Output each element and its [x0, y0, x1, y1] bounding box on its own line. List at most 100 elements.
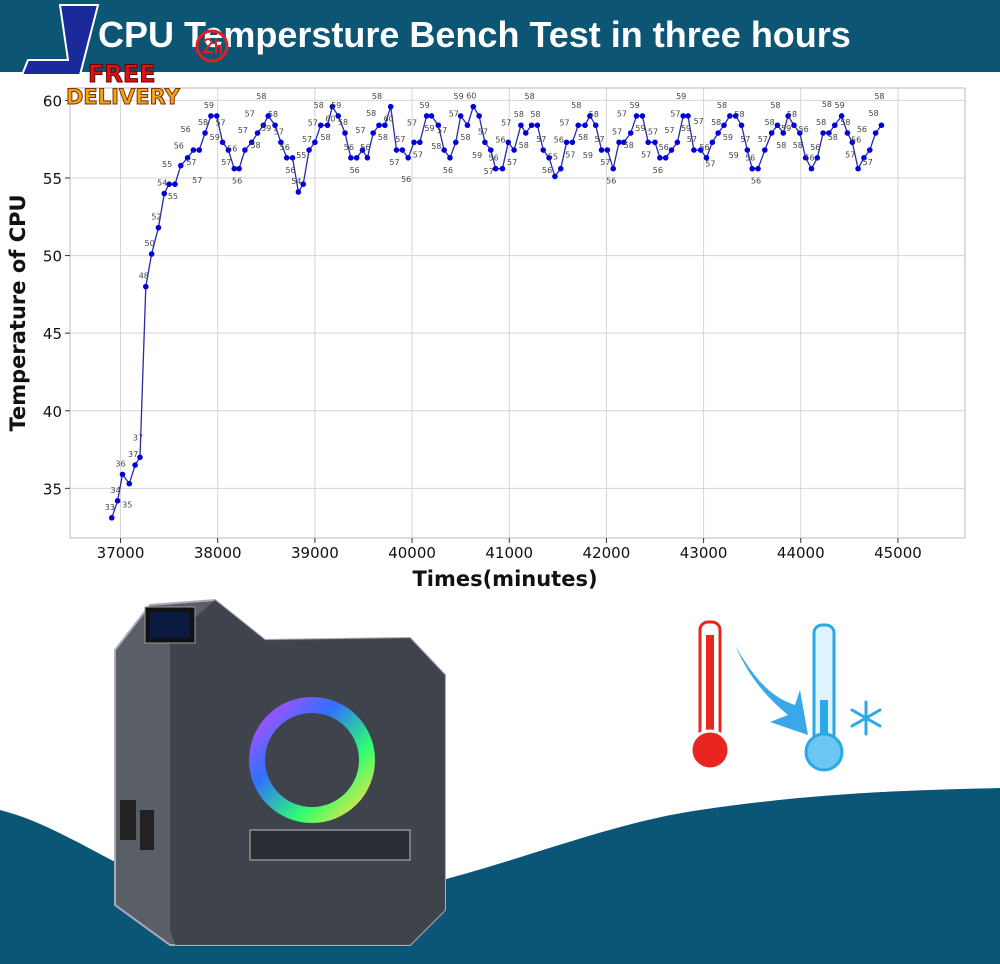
data-point [627, 130, 634, 136]
data-label: 57 [449, 109, 459, 118]
data-point [376, 122, 382, 129]
data-point [114, 497, 121, 504]
data-label: 57 [600, 158, 610, 167]
data-label: 58 [765, 118, 775, 127]
data-label: 56 [745, 154, 755, 163]
data-point [785, 113, 791, 119]
data-label: 56 [542, 166, 552, 175]
data-label: 54 [157, 179, 167, 188]
data-label: 57 [594, 135, 604, 144]
data-label: 57 [302, 135, 312, 144]
snowflake-icon [850, 700, 882, 736]
y-tick-label: 45 [43, 325, 62, 343]
data-point [598, 147, 605, 153]
data-point [260, 122, 267, 129]
data-label: 56 [227, 145, 237, 154]
data-point [814, 155, 821, 161]
data-point [802, 155, 809, 161]
data-point [662, 155, 669, 161]
data-point [470, 103, 477, 110]
data-point [177, 162, 184, 169]
data-point [399, 147, 406, 153]
data-label: 58 [524, 92, 534, 101]
data-label: 59 [261, 124, 271, 133]
data-label: 57 [389, 158, 399, 167]
data-label: 57 [413, 150, 423, 159]
data-label: 59 [723, 133, 733, 142]
data-point [155, 224, 162, 231]
data-label: 56 [857, 125, 867, 134]
data-point [703, 155, 710, 161]
x-tick-label: 39000 [291, 544, 339, 562]
mini-pc-case-image [114, 598, 446, 946]
data-point [447, 155, 453, 161]
data-point [272, 122, 278, 129]
y-tick-label: 50 [43, 248, 62, 266]
data-point [610, 165, 617, 172]
data-label: 57 [648, 127, 658, 136]
data-point [137, 454, 143, 461]
data-label: 57 [308, 118, 318, 127]
data-label: 57 [355, 126, 365, 135]
data-label: 59 [583, 151, 593, 160]
data-point [691, 147, 697, 153]
data-label: 56 [606, 177, 616, 186]
data-point [791, 122, 797, 129]
data-point [324, 122, 331, 129]
data-point [633, 113, 640, 119]
data-point [370, 130, 376, 136]
data-label: 58 [734, 110, 744, 119]
data-label: 56 [401, 175, 411, 184]
data-point [855, 165, 861, 172]
data-label: 58 [256, 92, 266, 101]
data-label: 57 [215, 118, 225, 127]
data-label: 52 [151, 213, 161, 222]
x-tick-label: 43000 [680, 544, 728, 562]
data-point [878, 122, 885, 129]
data-label: 59 [454, 92, 464, 101]
data-point [744, 147, 751, 153]
data-label: 59 [729, 151, 739, 160]
svg-text:DELIVERY: DELIVERY [66, 85, 181, 109]
data-label: 56 [174, 142, 184, 151]
data-point [225, 147, 232, 153]
data-point [569, 139, 576, 146]
data-point [849, 139, 856, 146]
data-point [196, 147, 203, 153]
data-point [242, 147, 248, 153]
data-label: 58 [268, 110, 278, 119]
data-label: 55 [162, 160, 172, 169]
data-label: 58 [624, 141, 634, 150]
data-label: 59 [472, 151, 482, 160]
data-point [142, 283, 149, 290]
data-point [652, 139, 658, 146]
plot-area [69, 87, 966, 539]
data-point [487, 147, 494, 153]
data-point [405, 155, 411, 161]
data-label: 56 [495, 136, 505, 145]
data-label: 57 [238, 126, 248, 135]
data-label: 56 [360, 143, 370, 152]
data-point [289, 155, 296, 161]
data-label: 58 [776, 141, 786, 150]
x-tick-label: 42000 [583, 544, 631, 562]
data-point [148, 251, 155, 257]
data-label: 58 [366, 109, 376, 118]
data-point [727, 113, 733, 119]
data-point [552, 173, 558, 180]
data-point [417, 139, 423, 146]
data-point [219, 139, 226, 146]
data-point [796, 130, 803, 136]
data-point [762, 147, 768, 153]
data-point [861, 155, 867, 161]
data-point [563, 139, 570, 146]
data-label: 58 [869, 109, 879, 118]
data-point [265, 113, 272, 119]
data-point [236, 165, 242, 172]
data-label: 59 [676, 92, 686, 101]
data-label: 58 [198, 118, 208, 127]
data-label: 58 [816, 118, 826, 127]
data-label: 58 [770, 101, 780, 110]
data-point [668, 147, 675, 153]
